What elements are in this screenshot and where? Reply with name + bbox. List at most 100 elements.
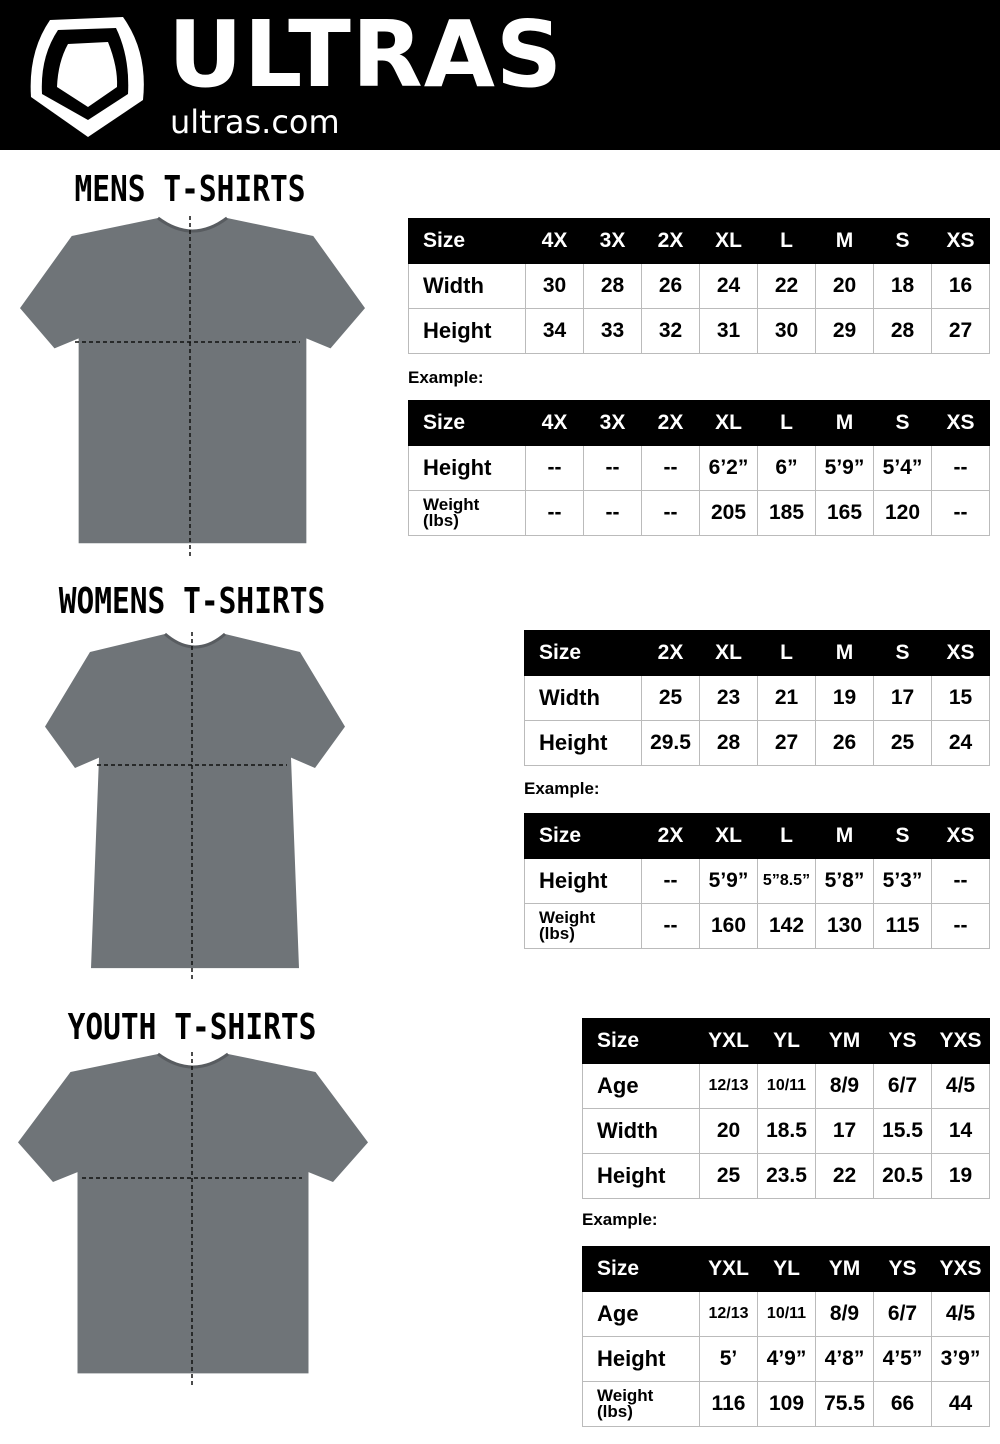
column-header: XS bbox=[931, 813, 990, 859]
column-header: M bbox=[815, 400, 874, 446]
table-row: Weight (lbs) -- -- -- 205 185 165 120 -- bbox=[408, 490, 990, 536]
table-cell: 16 bbox=[931, 263, 990, 309]
table-cell: 165 bbox=[815, 490, 874, 536]
table-cell: 3’9” bbox=[931, 1336, 990, 1382]
shield-logo-icon bbox=[30, 17, 144, 137]
table-cell: -- bbox=[641, 903, 700, 949]
table-header-row: Size 2X XL L M S XS bbox=[524, 813, 990, 859]
row-label: Height bbox=[524, 858, 642, 904]
table-cell: 8/9 bbox=[815, 1063, 874, 1109]
table-cell: 6’2” bbox=[699, 445, 758, 491]
column-header: 3X bbox=[583, 218, 642, 264]
table-cell: -- bbox=[641, 445, 700, 491]
table-cell: 19 bbox=[815, 675, 874, 721]
table-cell: 22 bbox=[815, 1153, 874, 1199]
row-label: Height bbox=[582, 1336, 700, 1382]
column-header: 3X bbox=[583, 400, 642, 446]
table-row: Height -- -- -- 6’2” 6” 5’9” 5’4” -- bbox=[408, 445, 990, 491]
table-cell: 34 bbox=[525, 308, 584, 354]
row-label: Height bbox=[582, 1153, 700, 1199]
table-cell: 27 bbox=[931, 308, 990, 354]
tshirt-diagram-0 bbox=[20, 216, 365, 556]
table-cell: 4’8” bbox=[815, 1336, 874, 1382]
table-cell: 12/13 bbox=[699, 1063, 758, 1109]
table-cell: 29.5 bbox=[641, 720, 700, 766]
table-cell: 27 bbox=[757, 720, 816, 766]
table-cell: 5’4” bbox=[873, 445, 932, 491]
column-header: XS bbox=[931, 218, 990, 264]
table-cell: 5’9” bbox=[815, 445, 874, 491]
column-header: XL bbox=[699, 400, 758, 446]
column-header: XS bbox=[931, 400, 990, 446]
column-header: M bbox=[815, 813, 874, 859]
table-cell: 24 bbox=[931, 720, 990, 766]
size-table: Size 4X 3X 2X XL L M S XS Width 30 28 26 24 22 20 18 16 He… bbox=[408, 218, 990, 354]
table-cell: 6/7 bbox=[873, 1063, 932, 1109]
table-cell: 19 bbox=[931, 1153, 990, 1199]
table-cell: 205 bbox=[699, 490, 758, 536]
row-label: Weight (lbs) bbox=[524, 903, 642, 949]
table-cell: -- bbox=[931, 903, 990, 949]
table-cell: 115 bbox=[873, 903, 932, 949]
table-cell: 6” bbox=[757, 445, 816, 491]
column-header: 2X bbox=[641, 400, 700, 446]
column-header: S bbox=[873, 218, 932, 264]
table-cell: 142 bbox=[757, 903, 816, 949]
column-header: YL bbox=[757, 1018, 816, 1064]
table-cell: -- bbox=[583, 445, 642, 491]
table-cell: 29 bbox=[815, 308, 874, 354]
size-table: Size YXL YL YM YS YXS Age 12/13 10/11 8/9 6/7 4/5 Wi… bbox=[582, 1018, 990, 1199]
table-header-row: Size 4X 3X 2X XL L M S XS bbox=[408, 218, 990, 264]
table-cell: 22 bbox=[757, 263, 816, 309]
table-cell: 5’ bbox=[699, 1336, 758, 1382]
table-cell: 116 bbox=[699, 1381, 758, 1427]
table-cell: -- bbox=[641, 858, 700, 904]
table-cell: 185 bbox=[757, 490, 816, 536]
table-cell: 25 bbox=[699, 1153, 758, 1199]
column-header: Size bbox=[582, 1018, 700, 1064]
column-header: YS bbox=[873, 1246, 932, 1292]
column-header: 4X bbox=[525, 218, 584, 264]
column-header: Size bbox=[582, 1246, 700, 1292]
table-cell: 26 bbox=[641, 263, 700, 309]
column-header: YM bbox=[815, 1246, 874, 1292]
example-table: Size 4X 3X 2X XL L M S XS Height -- -- -- 6’2” 6” 5’9” 5… bbox=[408, 400, 990, 536]
size-table: Size 2X XL L M S XS Width 25 23 21 19 17 15 Height 29.5… bbox=[524, 630, 990, 766]
example-label: Example: bbox=[408, 368, 484, 387]
table-cell: 120 bbox=[873, 490, 932, 536]
table-cell: 23.5 bbox=[757, 1153, 816, 1199]
header-banner: ULTRAS ultras.com bbox=[0, 0, 1000, 150]
table-cell: 15.5 bbox=[873, 1108, 932, 1154]
table-cell: 25 bbox=[641, 675, 700, 721]
table-cell: 44 bbox=[931, 1381, 990, 1427]
example-table: Size YXL YL YM YS YXS Age 12/13 10/11 8/9 6/7 4/5 He… bbox=[582, 1246, 990, 1427]
column-header: YXL bbox=[699, 1246, 758, 1292]
column-header: YL bbox=[757, 1246, 816, 1292]
table-cell: 33 bbox=[583, 308, 642, 354]
table-cell: 28 bbox=[699, 720, 758, 766]
row-label: Age bbox=[582, 1063, 700, 1109]
table-cell: 20 bbox=[699, 1108, 758, 1154]
table-cell: -- bbox=[931, 490, 990, 536]
table-cell: 31 bbox=[699, 308, 758, 354]
table-cell: 23 bbox=[699, 675, 758, 721]
table-cell: 109 bbox=[757, 1381, 816, 1427]
column-header: XL bbox=[699, 813, 758, 859]
table-cell: 6/7 bbox=[873, 1291, 932, 1337]
column-header: XS bbox=[931, 630, 990, 676]
row-label: Weight (lbs) bbox=[582, 1381, 700, 1427]
row-label: Width bbox=[408, 263, 526, 309]
table-cell: 20.5 bbox=[873, 1153, 932, 1199]
column-header: M bbox=[815, 630, 874, 676]
column-header: L bbox=[757, 400, 816, 446]
table-row: Height 5’ 4’9” 4’8” 4’5” 3’9” bbox=[582, 1336, 990, 1382]
table-row: Age 12/13 10/11 8/9 6/7 4/5 bbox=[582, 1291, 990, 1337]
table-cell: 4’9” bbox=[757, 1336, 816, 1382]
table-cell: 25 bbox=[873, 720, 932, 766]
tshirt-diagram-1 bbox=[45, 632, 345, 981]
table-cell: 17 bbox=[873, 675, 932, 721]
row-label: Weight (lbs) bbox=[408, 490, 526, 536]
table-header-row: Size YXL YL YM YS YXS bbox=[582, 1246, 990, 1292]
table-cell: 15 bbox=[931, 675, 990, 721]
table-row: Weight (lbs) -- 160 142 130 115 -- bbox=[524, 903, 990, 949]
